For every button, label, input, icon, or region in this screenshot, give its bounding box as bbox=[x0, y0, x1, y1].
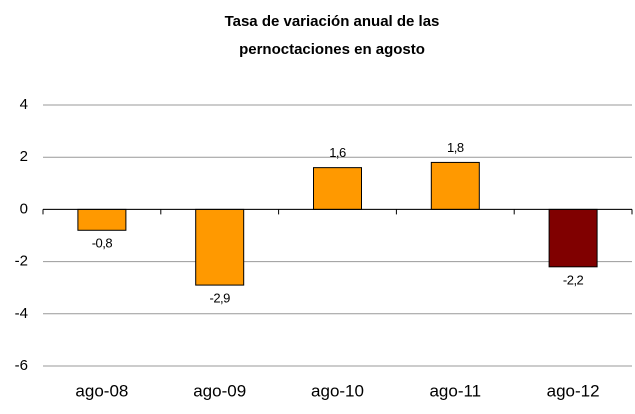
y-tick-label: 2 bbox=[20, 148, 28, 165]
x-tick-label: ago-12 bbox=[547, 381, 600, 400]
bar bbox=[430, 161, 480, 210]
bar bbox=[77, 208, 127, 231]
bar bbox=[548, 208, 598, 268]
y-tick-label: 0 bbox=[20, 200, 28, 217]
value-label: 1,6 bbox=[329, 145, 346, 160]
y-tick-label: -6 bbox=[15, 357, 28, 374]
x-tick-label: ago-10 bbox=[311, 381, 364, 400]
x-tick-label: ago-08 bbox=[75, 381, 128, 400]
chart-title: pernoctaciones en agosto bbox=[239, 41, 425, 58]
value-label: -2,2 bbox=[563, 272, 584, 287]
bar bbox=[195, 208, 245, 286]
x-tick-label: ago-09 bbox=[193, 381, 246, 400]
value-label: -2,9 bbox=[209, 291, 230, 306]
bar bbox=[313, 167, 362, 210]
value-label: 1,8 bbox=[447, 140, 464, 155]
value-label: -0,8 bbox=[92, 236, 113, 251]
chart-title: Tasa de variación anual de las bbox=[225, 13, 440, 30]
y-tick-label: -4 bbox=[15, 305, 28, 322]
y-tick-label: 4 bbox=[20, 96, 28, 113]
y-tick-label: -2 bbox=[15, 253, 28, 270]
x-tick-label: ago-11 bbox=[429, 381, 481, 400]
